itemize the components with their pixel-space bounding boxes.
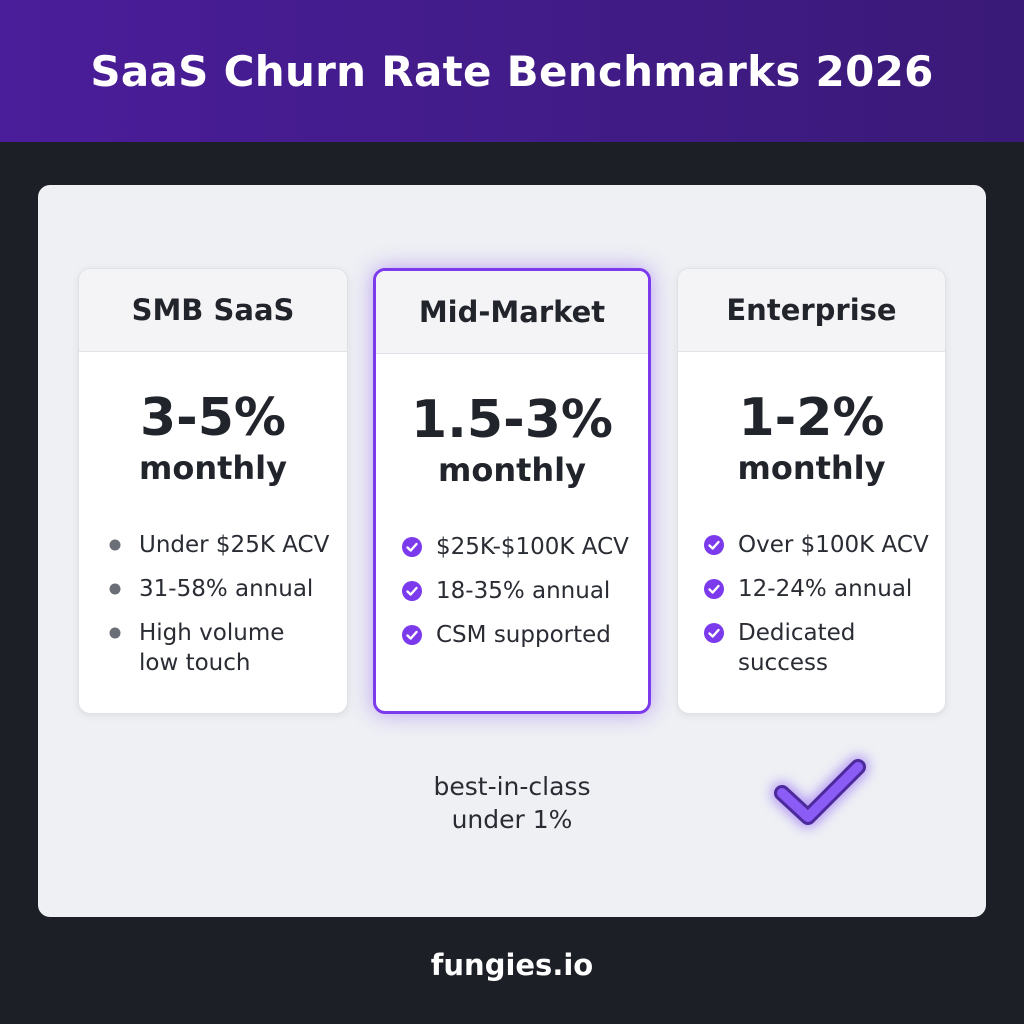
feature: 18-35% annual xyxy=(402,576,648,606)
header: SaaS Churn Rate Benchmarks 2026 xyxy=(0,0,1024,142)
feature-text: Dedicated success xyxy=(738,618,855,678)
feature-line: success xyxy=(738,650,828,676)
feature-line: 12-24% annual xyxy=(738,576,913,602)
bullet xyxy=(402,581,422,601)
feature-line: Over $100K ACV xyxy=(738,532,929,558)
rate: 1.5-3% xyxy=(411,390,613,450)
feature: CSM supported xyxy=(402,620,648,650)
features: $25K-$100K ACV 18-35% annual CSM supported xyxy=(402,532,648,650)
feature-line: Dedicated xyxy=(738,620,856,646)
footer: fungies.io xyxy=(430,948,594,982)
note-line: best-in-class xyxy=(433,772,591,801)
feature-text: 31-58% annual xyxy=(139,574,313,604)
period: monthly xyxy=(737,449,886,487)
rate: 1-2% xyxy=(738,388,885,448)
card: Mid-Market 1.5-3% monthly $25K-$100K ACV 18-… xyxy=(373,268,651,714)
bullet xyxy=(704,623,724,643)
feature-text: Over $100K ACV xyxy=(738,530,929,560)
feature-line: 31-58% annual xyxy=(139,576,314,602)
feature-line: High volume xyxy=(139,620,285,646)
feature-text: 12-24% annual xyxy=(738,574,912,604)
note-line: under 1% xyxy=(451,805,573,834)
feature-text: 18-35% annual xyxy=(436,576,610,606)
feature: Under $25K ACV xyxy=(105,530,347,560)
title: SaaS Churn Rate Benchmarks 2026 xyxy=(90,46,934,96)
card: Enterprise 1-2% monthly Over $100K ACV 12-24… xyxy=(677,268,946,714)
features: Over $100K ACV 12-24% annual Dedicated succ… xyxy=(704,530,945,678)
feature: 31-58% annual xyxy=(105,574,347,604)
feature: High volume low touch xyxy=(105,618,347,678)
bullet xyxy=(109,539,121,551)
feature: Dedicated success xyxy=(704,618,945,678)
check-icon xyxy=(771,756,869,828)
bullet xyxy=(109,627,121,639)
bullet xyxy=(704,579,724,599)
feature-text: $25K-$100K ACV xyxy=(436,532,629,562)
feature: $25K-$100K ACV xyxy=(402,532,648,562)
feature-text: Under $25K ACV xyxy=(139,530,329,560)
rate: 3-5% xyxy=(139,388,287,448)
feature-text: High volume low touch xyxy=(139,618,284,678)
feature-line: 18-35% annual xyxy=(436,578,611,604)
card-name: SMB SaaS xyxy=(79,269,347,352)
card: SMB SaaS 3-5% monthly Under $25K ACV 31-58% … xyxy=(78,268,348,714)
feature: Over $100K ACV xyxy=(704,530,945,560)
bullet xyxy=(704,535,724,555)
feature-text: CSM supported xyxy=(436,620,611,650)
features: Under $25K ACV 31-58% annual High volume lo… xyxy=(105,530,347,678)
feature-line: CSM supported xyxy=(436,622,611,648)
bullet xyxy=(109,583,121,595)
feature-line: low touch xyxy=(139,650,251,676)
period: monthly xyxy=(437,451,586,489)
card-name: Mid-Market xyxy=(376,271,648,354)
feature: 12-24% annual xyxy=(704,574,945,604)
note: best-in-class under 1% xyxy=(362,770,662,836)
card-name: Enterprise xyxy=(678,269,945,352)
bullet xyxy=(402,537,422,557)
feature-line: $25K-$100K ACV xyxy=(436,534,629,560)
bullet xyxy=(402,625,422,645)
period: monthly xyxy=(138,449,287,487)
feature-line: Under $25K ACV xyxy=(139,532,330,558)
